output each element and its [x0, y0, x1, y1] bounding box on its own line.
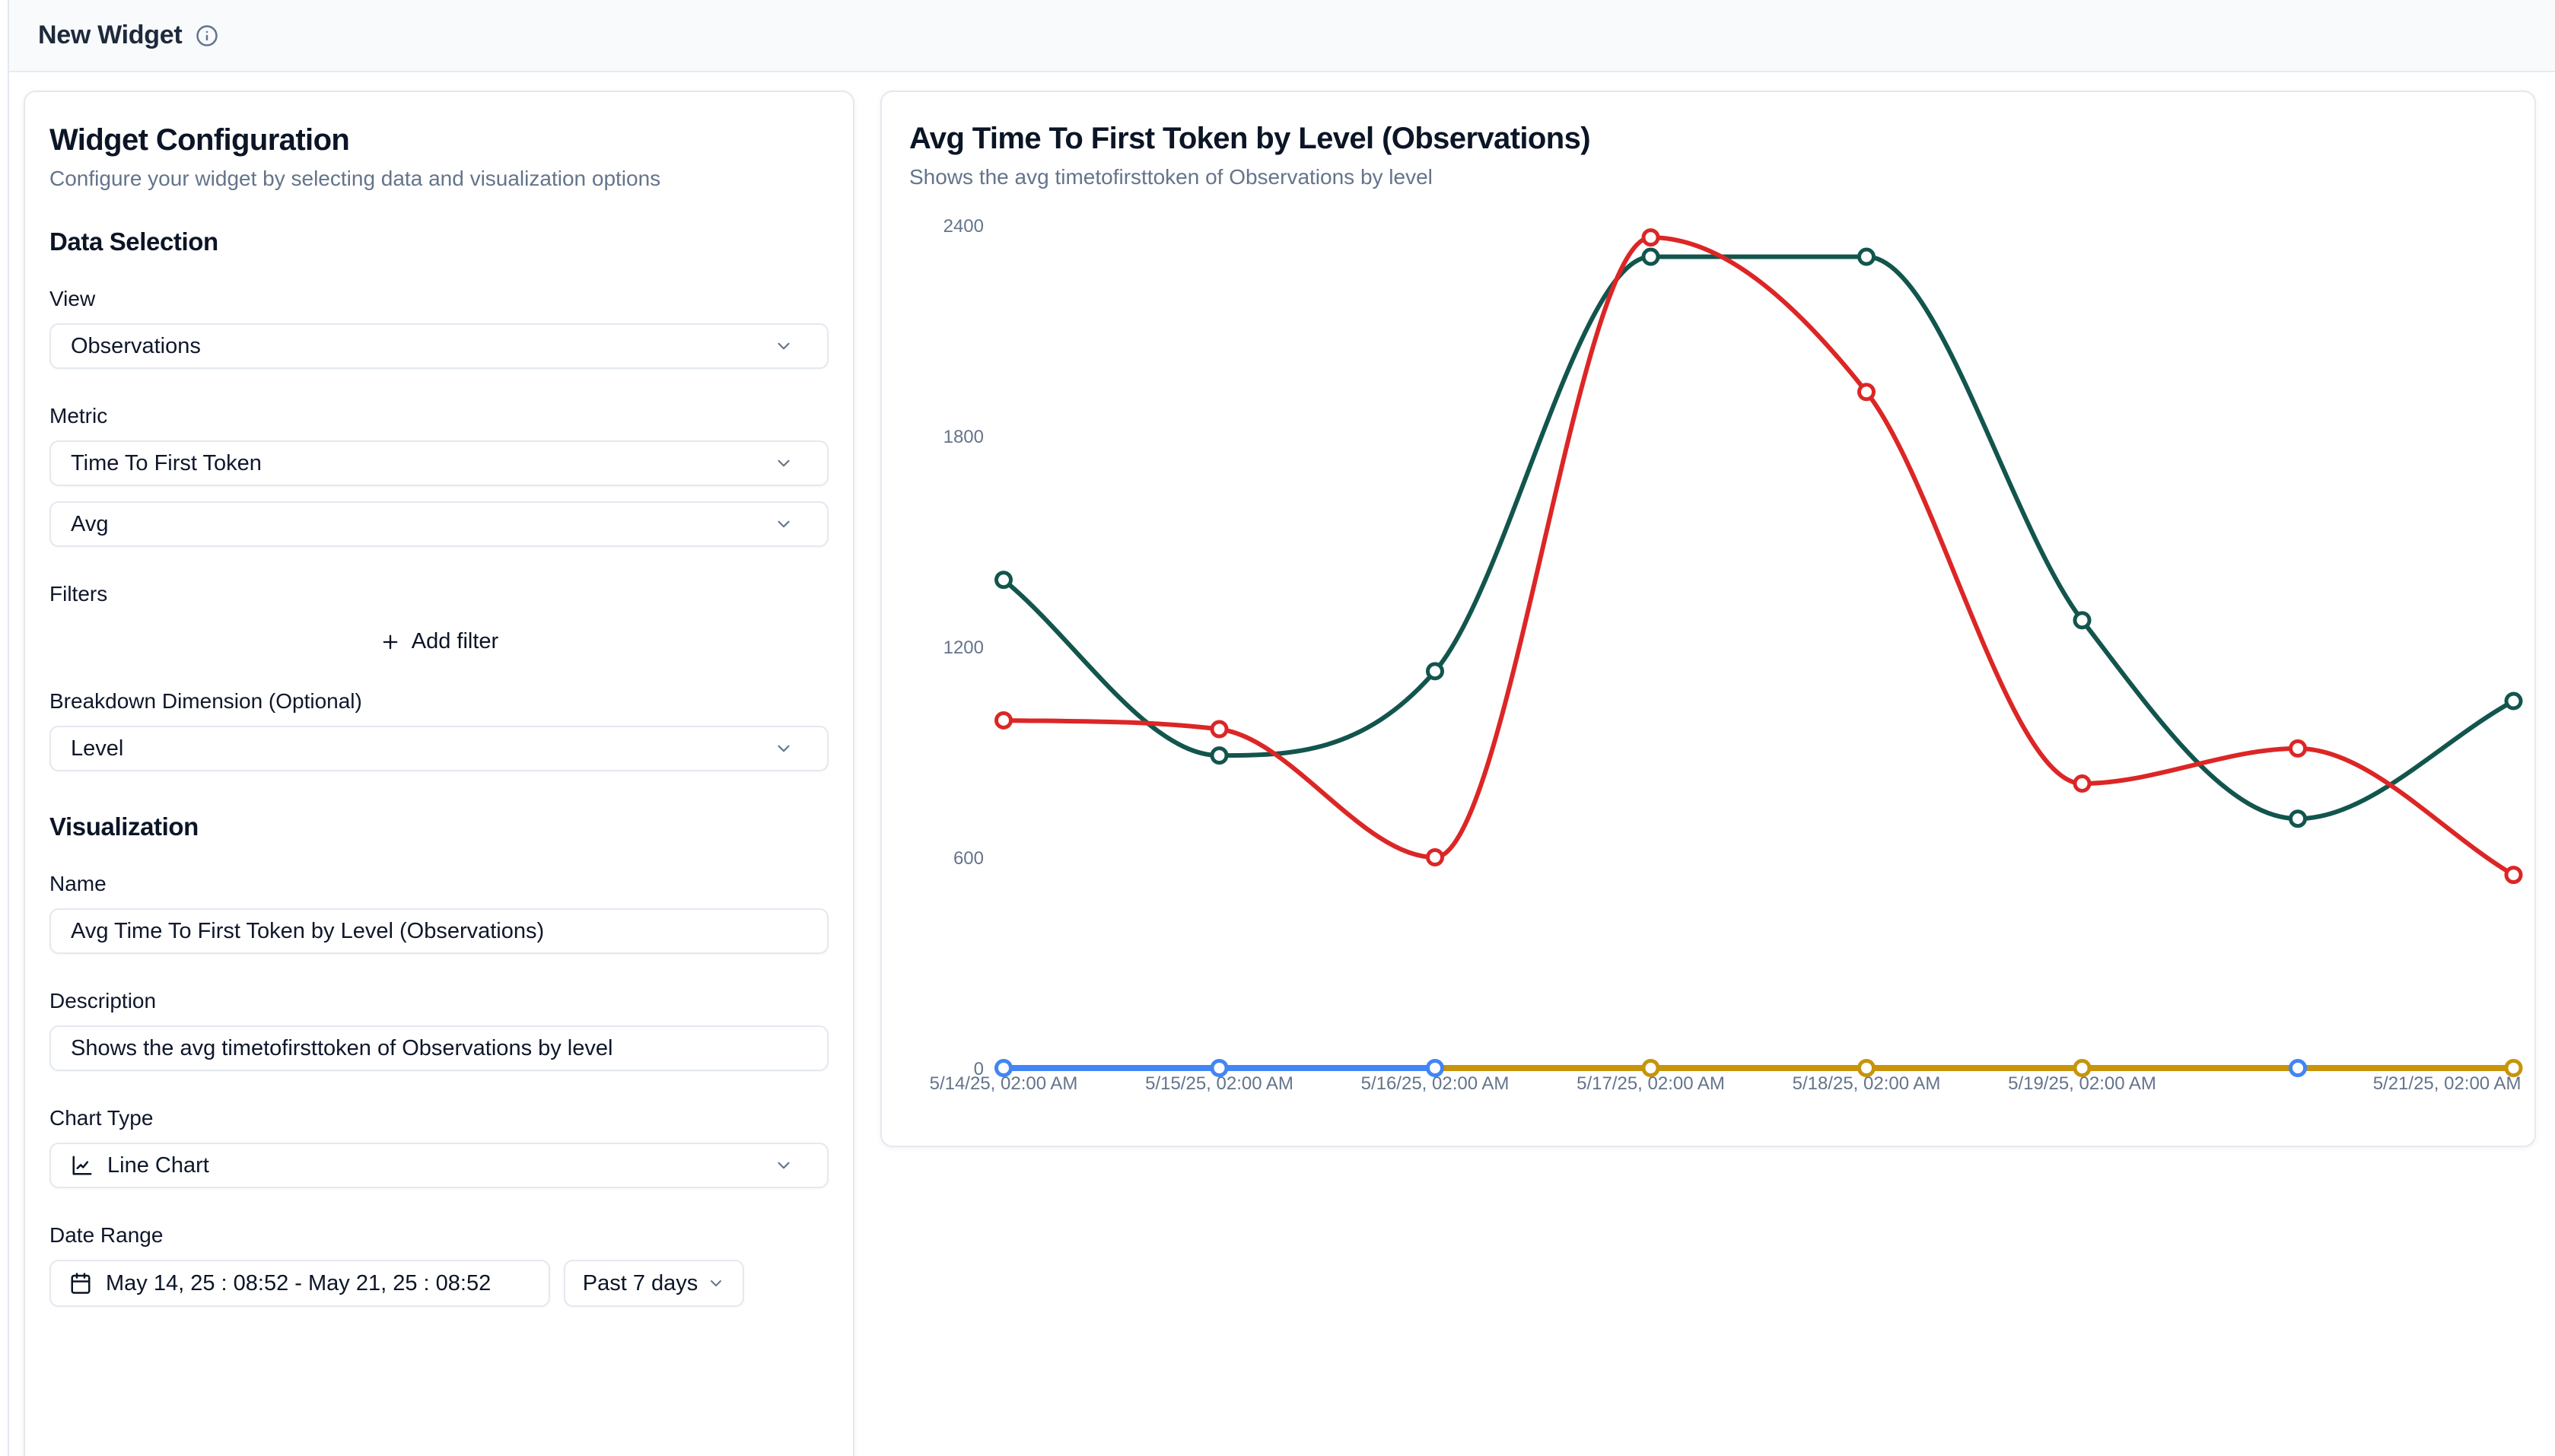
widget-config-panel: Widget Configuration Configure your widg… [24, 91, 854, 1456]
visualization-heading: Visualization [49, 812, 199, 841]
svg-text:0: 0 [974, 1059, 984, 1079]
name-label: Name [49, 872, 107, 895]
add-filter-button[interactable]: Add filter [380, 629, 498, 654]
aggregation-select[interactable]: Avg [49, 501, 829, 547]
svg-text:5/21/25, 02:00 AM: 5/21/25, 02:00 AM [2373, 1073, 2522, 1094]
date-range-value: May 14, 25 : 08:52 - May 21, 25 : 08:52 [106, 1270, 492, 1295]
chart-type-select-value: Line Chart [107, 1152, 209, 1178]
view-label: View [49, 287, 96, 310]
breakdown-label: Breakdown Dimension (Optional) [49, 689, 362, 713]
page-header: New Widget [9, 0, 2555, 72]
date-range-label: Date Range [49, 1223, 164, 1247]
breakdown-select[interactable]: Level [49, 726, 829, 771]
add-filter-label: Add filter [411, 629, 499, 653]
chevron-down-icon [774, 514, 794, 534]
date-preset-value: Past 7 days [582, 1270, 698, 1295]
filters-label: Filters [49, 582, 108, 606]
metric-select-value: Time To First Token [71, 450, 262, 475]
calendar-icon [69, 1272, 92, 1295]
metric-select[interactable]: Time To First Token [49, 440, 829, 486]
chevron-down-icon [774, 1156, 794, 1175]
page-title: New Widget [38, 21, 183, 49]
date-preset-button[interactable]: Past 7 days [564, 1260, 744, 1307]
info-icon[interactable] [196, 24, 218, 47]
description-input[interactable]: Shows the avg timetofirsttoken of Observ… [49, 1025, 829, 1071]
description-label: Description [49, 989, 157, 1013]
chart-subtitle: Shows the avg timetofirsttoken of Observ… [909, 165, 1433, 189]
data-selection-heading: Data Selection [49, 227, 218, 256]
left-gutter-divider [8, 0, 9, 1456]
svg-text:1800: 1800 [943, 427, 984, 447]
svg-text:1200: 1200 [943, 637, 984, 658]
chevron-down-icon [774, 336, 794, 356]
config-subtitle: Configure your widget by selecting data … [49, 167, 661, 190]
line-chart-icon [71, 1154, 94, 1177]
name-input-value: Avg Time To First Token by Level (Observ… [71, 918, 545, 943]
svg-text:600: 600 [953, 848, 984, 869]
chevron-down-icon [774, 739, 794, 758]
chart-preview-card: Avg Time To First Token by Level (Observ… [880, 91, 2536, 1147]
svg-text:2400: 2400 [943, 216, 984, 237]
chevron-down-icon [774, 453, 794, 473]
date-range-row: May 14, 25 : 08:52 - May 21, 25 : 08:52 … [49, 1260, 829, 1307]
plus-icon [380, 631, 401, 653]
add-filter-row: Add filter [49, 629, 829, 654]
view-select-value: Observations [71, 333, 201, 358]
aggregation-select-value: Avg [71, 511, 109, 536]
chart-title: Avg Time To First Token by Level (Observ… [909, 122, 1591, 155]
chart-type-select[interactable]: Line Chart [49, 1143, 829, 1188]
view-select[interactable]: Observations [49, 323, 829, 369]
chart-type-label: Chart Type [49, 1106, 154, 1130]
chevron-down-icon [707, 1274, 725, 1292]
description-input-value: Shows the avg timetofirsttoken of Observ… [71, 1035, 613, 1060]
chart-card-header: Avg Time To First Token by Level (Observ… [882, 92, 2534, 191]
date-range-button[interactable]: May 14, 25 : 08:52 - May 21, 25 : 08:52 [49, 1260, 550, 1307]
name-input[interactable]: Avg Time To First Token by Level (Observ… [49, 908, 829, 954]
metric-label: Metric [49, 404, 108, 428]
breakdown-select-value: Level [71, 736, 124, 761]
config-title: Widget Configuration [49, 123, 350, 157]
